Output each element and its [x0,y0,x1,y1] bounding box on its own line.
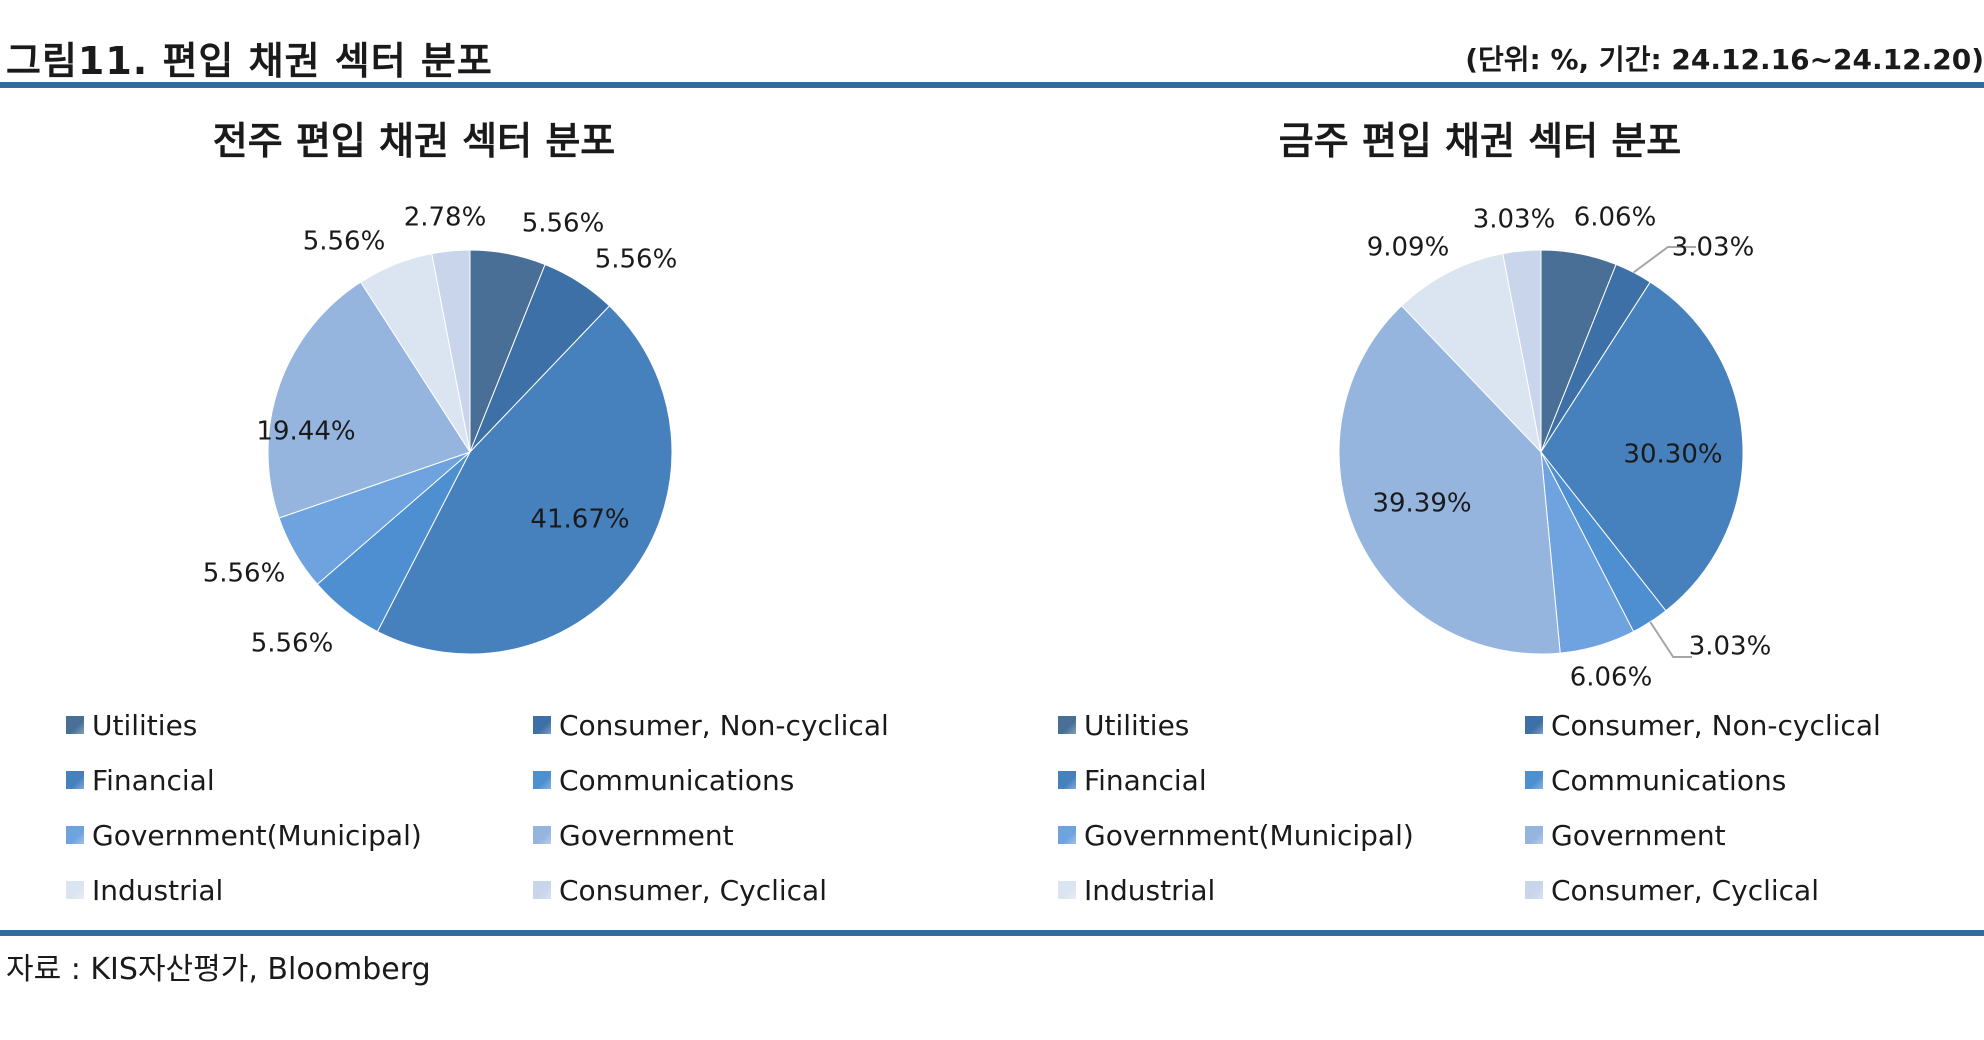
legend-item: Government [1525,815,1726,855]
data-label: 5.56% [595,245,678,275]
legend-swatch [1058,826,1076,844]
data-label: 3.03% [1473,205,1556,235]
legend-label: Consumer, Non-cyclical [1551,708,1881,742]
source-note: 자료 : KIS자산평가, Bloomberg [6,952,431,987]
pie-slice-industrial [1400,253,1542,454]
pie-slice-financial [1540,281,1744,612]
legend-item: Communications [1525,760,1786,800]
legend-item: Financial [66,760,215,800]
legend-swatch [1525,771,1543,789]
legend-swatch [66,826,84,844]
legend-swatch [1525,881,1543,899]
legend-label: Financial [1084,763,1207,797]
data-label: 39.39% [1372,489,1471,519]
legend-item: Government [533,815,734,855]
legend-swatch [1058,881,1076,899]
legend-label: Consumer, Non-cyclical [559,708,889,742]
data-label: 41.67% [530,505,629,535]
chart-panel-this-week: 금주 편입 채권 섹터 분포 6.06% 3.03% 30.30% 3.03% 6.06… [992,100,1984,920]
legend-label: Government [559,818,734,852]
legend-label: Government [1551,818,1726,852]
legend-label: Consumer, Cyclical [1551,873,1819,907]
data-label: 19.44% [256,417,355,447]
legend-label: Communications [1551,763,1787,797]
leader-line [1649,621,1692,658]
pie-slice-consumer-cyclical [431,249,471,453]
legend-item: Industrial [66,870,223,910]
legend-label: Government(Municipal) [1084,818,1414,852]
legend: Utilities Consumer, Non-cyclical Financial… [0,705,992,925]
data-label: 2.78% [404,203,487,233]
legend-item: Government(Municipal) [1058,815,1414,855]
legend-swatch [1525,826,1543,844]
data-label: 5.56% [251,629,334,659]
legend-swatch [533,716,551,734]
data-label: 6.06% [1570,663,1653,693]
data-label: 9.09% [1367,233,1450,263]
data-label: 3.03% [1689,632,1772,662]
legend-item: Consumer, Non-cyclical [533,705,889,745]
legend-swatch [66,881,84,899]
pie-chart-this-week: 6.06% 3.03% 30.30% 3.03% 6.06% 39.39% 9.09% 3.0… [1338,203,1772,693]
figure-title: 그림11. 편입 채권 섹터 분포 [6,39,493,83]
data-label: 5.56% [522,209,605,239]
legend-label: Industrial [1084,873,1216,907]
data-label: 5.56% [203,559,286,589]
legend-label: Government(Municipal) [92,818,422,852]
data-label: 3.03% [1672,233,1755,263]
data-label: 30.30% [1623,440,1722,470]
legend-item: Consumer, Cyclical [533,870,827,910]
legend-swatch [533,881,551,899]
legend-label: Consumer, Cyclical [559,873,827,907]
legend-item: Communications [533,760,794,800]
data-label: 6.06% [1574,203,1657,233]
chart-title: 전주 편입 채권 섹터 분포 [212,119,616,163]
legend-swatch [66,716,84,734]
legend-swatch [1058,716,1076,734]
legend-item: Government(Municipal) [66,815,422,855]
figure-header: 그림11. 편입 채권 섹터 분포 (단위: %, 기간: 24.12.16~2… [0,22,1984,83]
legend-swatch [533,826,551,844]
chart-panel-prev-week: 전주 편입 채권 섹터 분포 5.56% 5.56% 41.67% 5.56% 5.56… [0,100,992,920]
data-label: 5.56% [303,227,386,257]
unit-note: (단위: %, 기간: 24.12.16~24.12.20) [1465,43,1984,76]
legend-label: Communications [559,763,795,797]
legend-item: Consumer, Cyclical [1525,870,1819,910]
bottom-rule [0,930,1984,936]
legend-item: Financial [1058,760,1207,800]
legend: Utilities Consumer, Non-cyclical Financial… [992,705,1984,925]
pie-slice-consumer-cyclical [1502,249,1542,453]
legend-label: Industrial [92,873,224,907]
legend-label: Utilities [1084,708,1190,742]
chart-title: 금주 편입 채권 섹터 분포 [1278,119,1682,163]
legend-item: Utilities [1058,705,1189,745]
legend-swatch [66,771,84,789]
pie-chart-prev-week: 5.56% 5.56% 41.67% 5.56% 5.56% 19.44% 5.56% 2.7… [203,203,678,659]
pie-slice-financial [376,305,673,655]
leader-line [1632,246,1696,274]
pie-slice-government [267,281,471,519]
legend-item: Industrial [1058,870,1215,910]
legend-swatch [1058,771,1076,789]
pie-slice-government [1338,305,1561,655]
top-rule [0,82,1984,88]
legend-swatch [533,771,551,789]
legend-item: Utilities [66,705,197,745]
legend-label: Financial [92,763,215,797]
legend-label: Utilities [92,708,198,742]
legend-item: Consumer, Non-cyclical [1525,705,1881,745]
legend-swatch [1525,716,1543,734]
